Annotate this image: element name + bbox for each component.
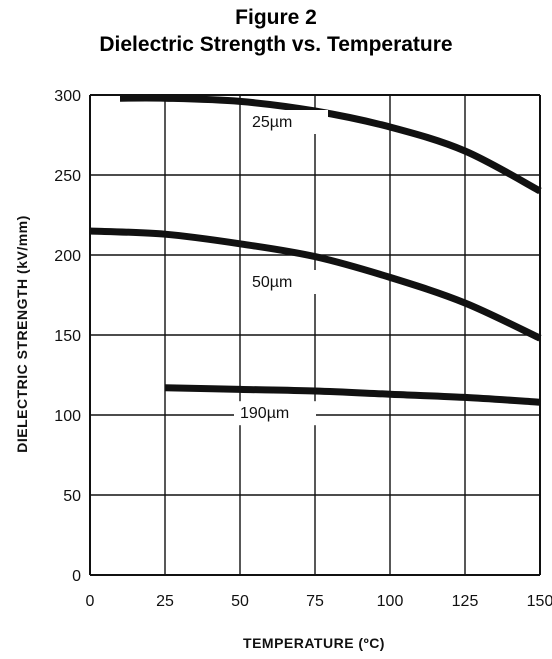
series-line-3 xyxy=(164,384,541,406)
y-tick-label: 50 xyxy=(63,488,81,505)
series-label-background xyxy=(234,401,316,426)
series-label-background xyxy=(246,110,328,134)
series-line-2 xyxy=(89,227,542,342)
tick-labels: 0 25 50 75 100 125 150 0 50 100 150 200 250 300 xyxy=(54,88,552,610)
x-tick-label: 25 xyxy=(156,593,174,610)
x-tick-label: 100 xyxy=(377,593,404,610)
series-label-3: 190µm xyxy=(240,405,289,422)
x-tick-label: 150 xyxy=(527,593,552,610)
series-labels: 25µm 50µm 190µm xyxy=(234,110,328,426)
chart-title: Dielectric Strength vs. Temperature xyxy=(99,33,453,56)
x-tick-label: 125 xyxy=(452,593,479,610)
series-label-2: 50µm xyxy=(252,274,292,291)
x-tick-label: 50 xyxy=(231,593,249,610)
y-tick-label: 0 xyxy=(72,568,81,585)
x-tick-label: 75 xyxy=(306,593,324,610)
y-tick-label: 100 xyxy=(54,408,81,425)
figure-label: Figure 2 xyxy=(235,6,317,29)
x-tick-label: 0 xyxy=(86,593,95,610)
grid-lines xyxy=(89,94,541,576)
y-tick-label: 150 xyxy=(54,328,81,345)
series-line-1 xyxy=(119,94,542,195)
y-tick-label: 200 xyxy=(54,248,81,265)
x-axis-label: TEMPERATURE (ºC) xyxy=(243,635,385,651)
series-label-1: 25µm xyxy=(252,114,292,131)
y-tick-label: 250 xyxy=(54,168,81,185)
y-axis-label: DIELECTRIC STRENGTH (kV/mm) xyxy=(14,215,30,453)
series-label-background xyxy=(246,270,328,294)
y-tick-label: 300 xyxy=(54,88,81,105)
